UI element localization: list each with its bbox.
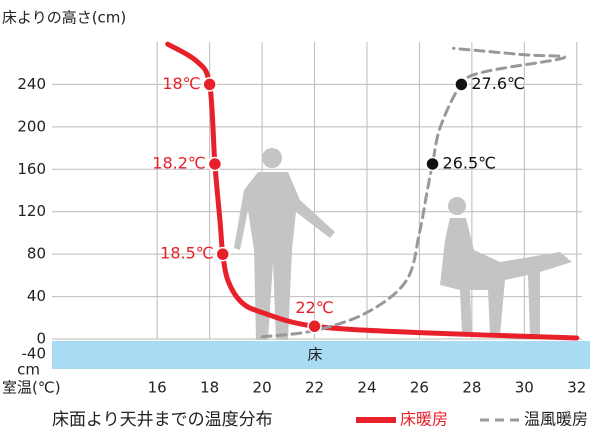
data-point — [425, 156, 440, 172]
y-tick-label: 40 — [27, 287, 46, 305]
y-tick-label: 80 — [27, 245, 46, 263]
x-tick-label: 24 — [357, 379, 376, 397]
floor-depth-label: -40 — [22, 345, 47, 363]
y-tick-label: 120 — [17, 202, 46, 220]
x-tick-label: 30 — [515, 379, 534, 397]
silhouettes — [234, 148, 572, 340]
y-tick-label: 200 — [17, 117, 46, 135]
data-label: 26.5℃ — [443, 153, 497, 172]
head — [262, 148, 282, 168]
data-label: 27.6℃ — [471, 74, 525, 93]
y-tick-label: 160 — [17, 160, 46, 178]
data-label: 18℃ — [162, 74, 200, 93]
data-point — [454, 77, 469, 92]
x-tick-label: 28 — [462, 379, 481, 397]
x-tick-label: 16 — [148, 379, 167, 397]
head — [448, 197, 466, 215]
data-point — [215, 246, 231, 262]
floor-unit: cm — [17, 361, 40, 379]
x-axis-label: 室温(℃) — [2, 379, 61, 397]
legend-label: 温風暖房 — [524, 410, 588, 429]
x-tick-label: 32 — [567, 379, 586, 397]
standing-person — [234, 172, 335, 340]
data-point — [202, 77, 217, 92]
floor-band — [52, 341, 590, 369]
data-label: 22℃ — [295, 298, 333, 317]
y-tick-label: 0 — [36, 330, 46, 348]
data-point — [307, 319, 322, 334]
y-tick-label: 240 — [17, 75, 46, 93]
data-point — [207, 156, 223, 172]
x-tick-label: 26 — [410, 379, 429, 397]
y-axis-label: 床よりの高さ(cm) — [2, 9, 126, 27]
x-tick-label: 18 — [200, 379, 219, 397]
legend-label: 床暖房 — [400, 410, 448, 429]
data-label: 18.5℃ — [160, 244, 214, 263]
x-tick-label: 20 — [253, 379, 272, 397]
chart-title: 床面より天井までの温度分布 — [52, 410, 273, 430]
sitting-person-desk — [440, 218, 572, 335]
x-tick-label: 22 — [305, 379, 324, 397]
data-label: 18.2℃ — [152, 153, 206, 172]
floor-label: 床 — [307, 346, 322, 364]
